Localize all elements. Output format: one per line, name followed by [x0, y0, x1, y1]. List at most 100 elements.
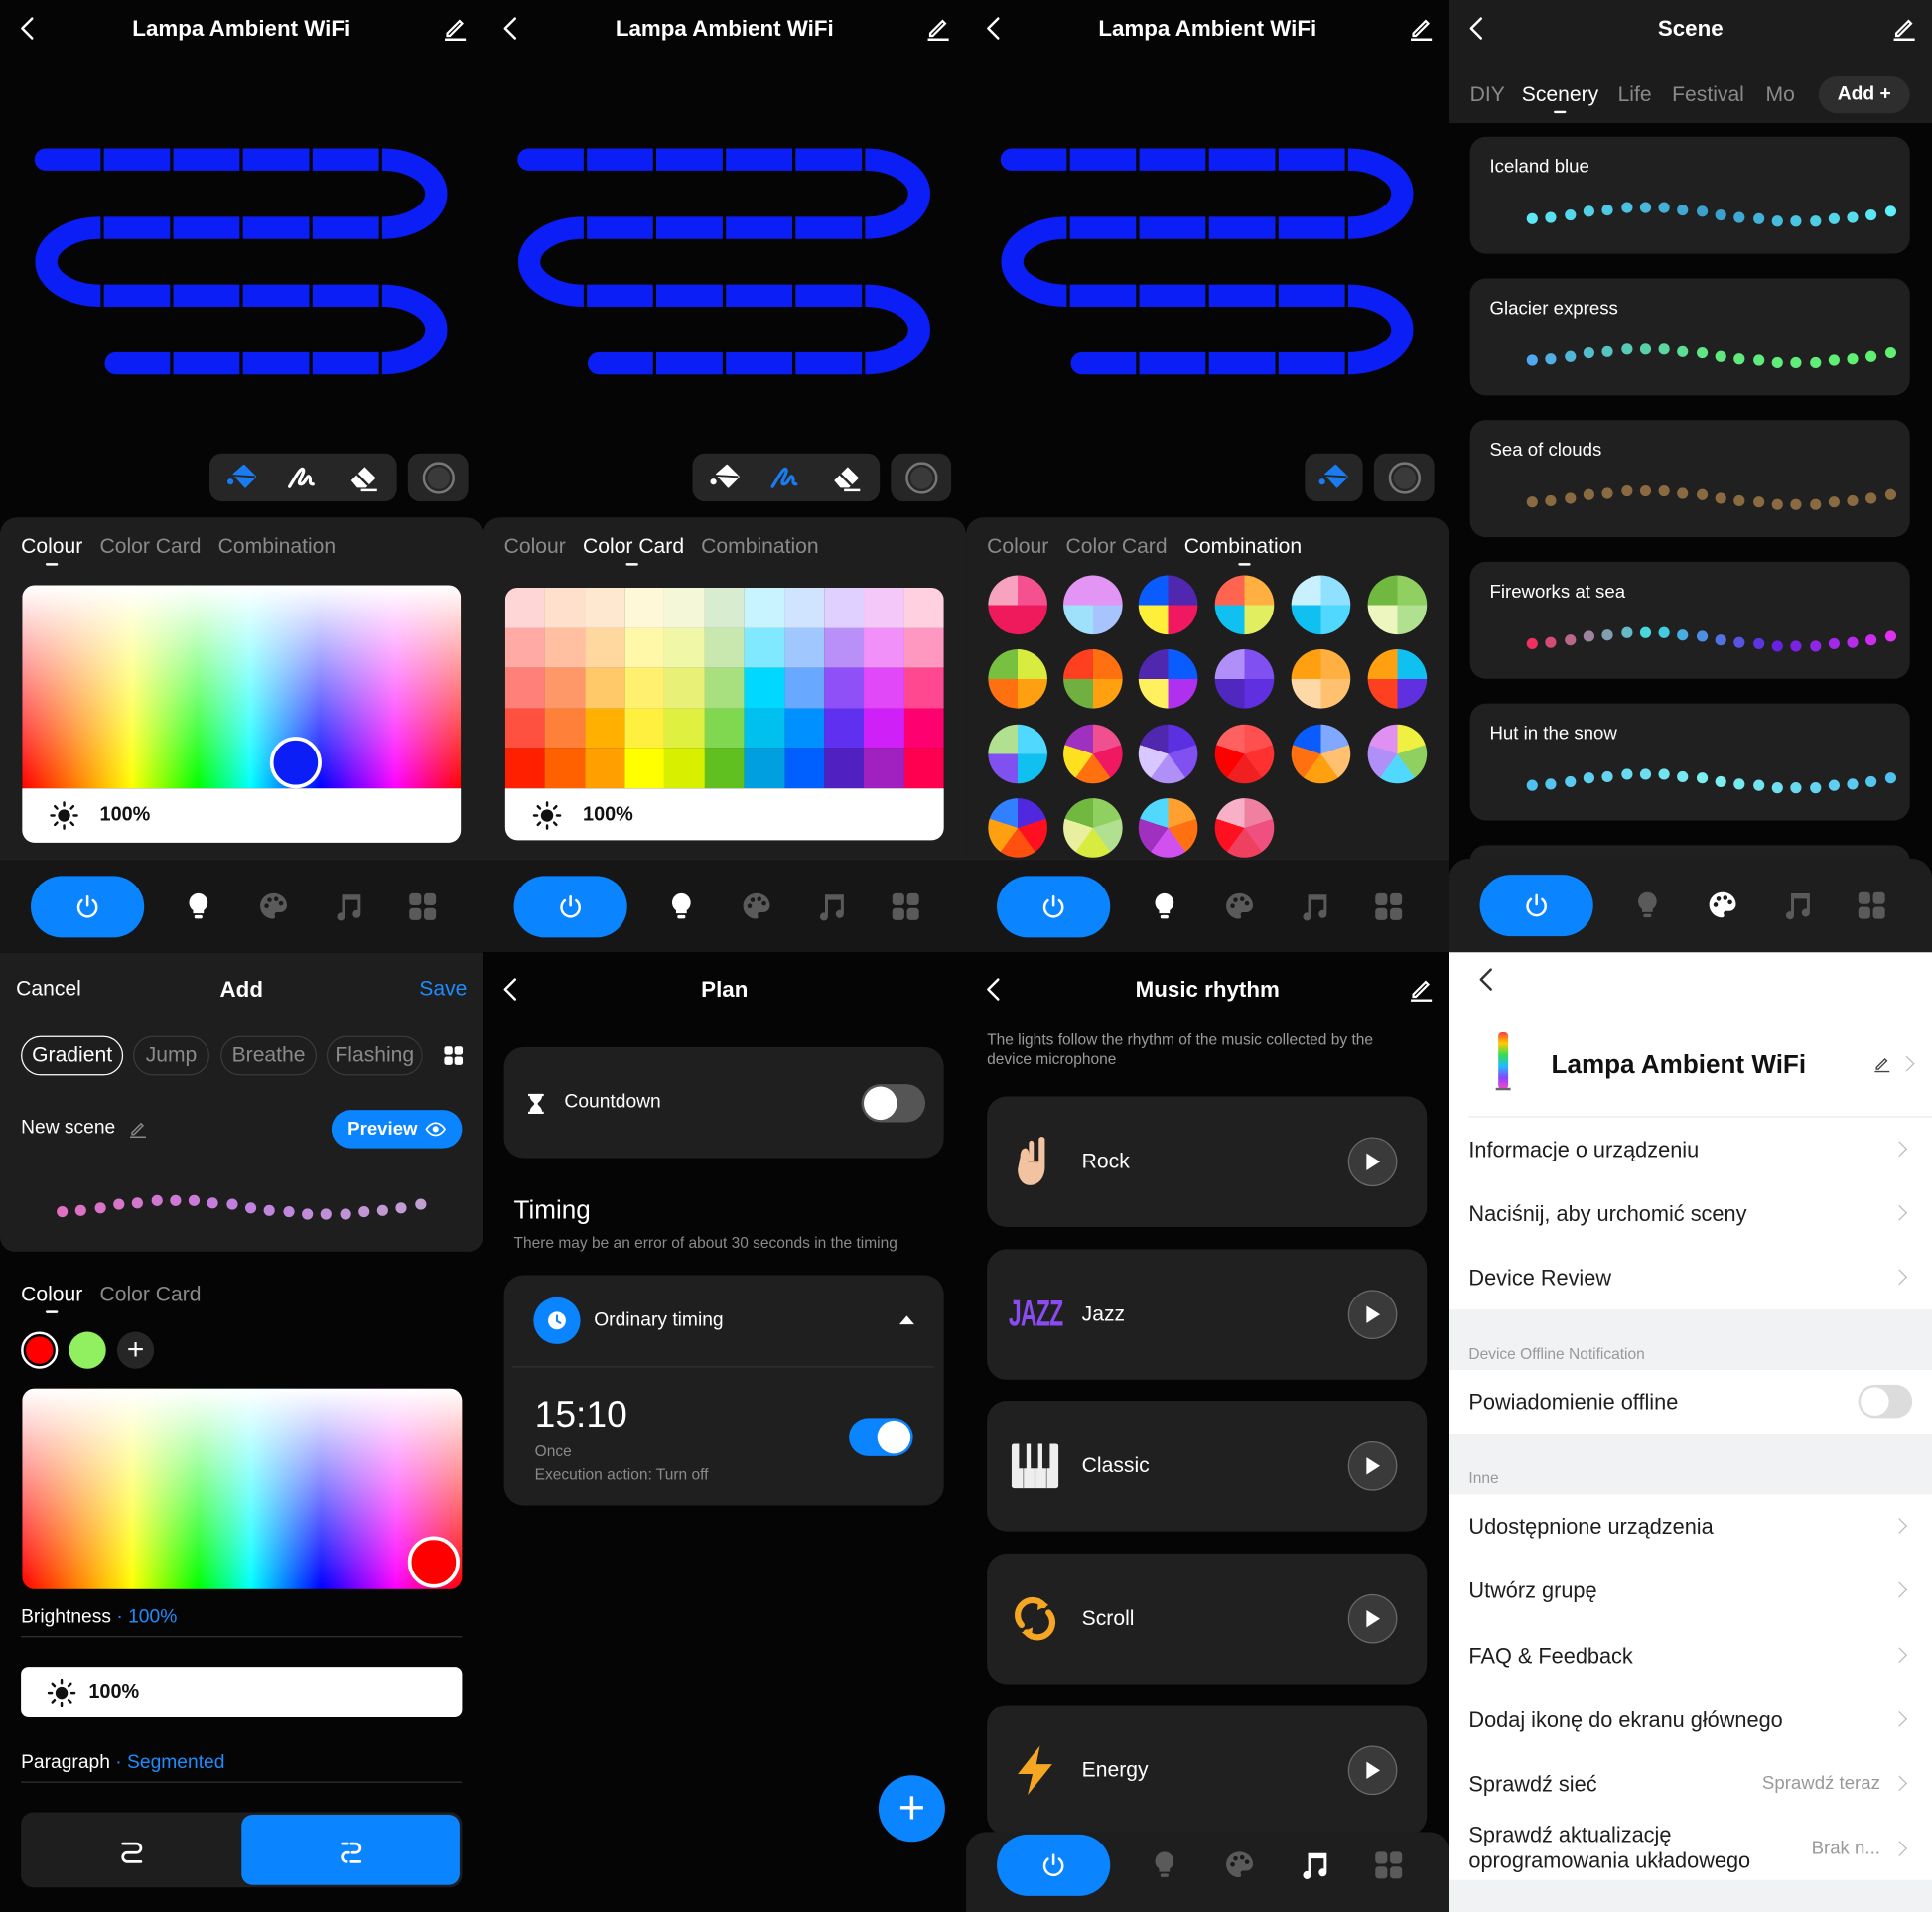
tab-scenery[interactable]: Scenery	[1521, 82, 1599, 106]
color-card-swatch[interactable]	[545, 587, 586, 628]
record-button[interactable]	[1373, 453, 1435, 502]
back-icon[interactable]	[1476, 966, 1496, 993]
power-button[interactable]	[997, 876, 1111, 938]
color-card-swatch[interactable]	[624, 627, 665, 668]
tab-colour[interactable]: Colour	[21, 534, 83, 559]
paint-bucket-tool-button[interactable]	[225, 461, 260, 495]
settings-row[interactable]: Utwórz grupę	[1449, 1559, 1932, 1623]
color-card-swatch[interactable]	[545, 708, 586, 749]
power-button[interactable]	[997, 1834, 1111, 1896]
tab-colour[interactable]: Colour	[987, 534, 1049, 559]
color-card-swatch[interactable]	[744, 748, 784, 789]
color-card-swatch[interactable]	[704, 627, 745, 668]
color-card-swatch[interactable]	[664, 748, 705, 789]
tab-colour[interactable]: Colour	[503, 534, 566, 559]
color-combination[interactable]	[1063, 649, 1123, 709]
paint-bucket-tool-button[interactable]	[1317, 461, 1352, 495]
color-combination[interactable]	[1138, 724, 1198, 784]
brightness-slider[interactable]: 100%	[21, 1667, 463, 1717]
settings-row[interactable]: FAQ & Feedback	[1449, 1623, 1932, 1688]
light-strip[interactable]	[517, 148, 930, 375]
color-card-swatch[interactable]	[624, 587, 665, 628]
collapse-caret-icon[interactable]	[899, 1315, 914, 1325]
play-button[interactable]	[1347, 1137, 1398, 1187]
mode-chip-flashing[interactable]: Flashing	[326, 1035, 423, 1076]
color-combination[interactable]	[1214, 724, 1275, 784]
scene-card[interactable]: Hut in the snow	[1469, 703, 1910, 821]
back-icon[interactable]	[1466, 15, 1486, 42]
nav-grid-button[interactable]	[884, 885, 928, 929]
brush-tool-button[interactable]	[286, 461, 321, 495]
light-strip-layout[interactable]	[966, 0, 1449, 419]
color-card-swatch[interactable]	[504, 667, 546, 709]
back-icon[interactable]	[500, 976, 520, 1003]
settings-row[interactable]: Sprawdź sieć Sprawdź teraz	[1449, 1752, 1932, 1817]
color-combination[interactable]	[988, 575, 1047, 635]
scene-card[interactable]: Sea of clouds	[1469, 420, 1910, 538]
color-card-swatch[interactable]	[664, 627, 705, 668]
color-card-swatch[interactable]	[903, 587, 944, 628]
nav-music-button[interactable]	[1293, 1844, 1337, 1888]
color-combination[interactable]	[1138, 575, 1198, 635]
add-scene-button[interactable]: Add +	[1818, 75, 1910, 114]
color-card-swatch[interactable]	[864, 587, 904, 628]
music-mode-card[interactable]: Scroll	[987, 1553, 1428, 1684]
settings-row[interactable]: Sprawdź aktualizację oprogramowania ukła…	[1449, 1817, 1932, 1881]
power-button[interactable]	[1479, 875, 1593, 937]
color-card-swatch[interactable]	[624, 667, 665, 709]
color-card-swatch[interactable]	[744, 627, 784, 668]
color-card-swatch[interactable]	[864, 627, 904, 668]
color-combination[interactable]	[1214, 649, 1275, 709]
color-combination[interactable]	[1063, 575, 1123, 635]
color-card-swatch[interactable]	[585, 748, 625, 789]
settings-row[interactable]: Dodaj ikonę do ekranu głównego	[1449, 1688, 1932, 1752]
color-card-swatch[interactable]	[744, 587, 784, 628]
tab-life[interactable]: Life	[1617, 82, 1652, 106]
grid-icon[interactable]	[441, 1043, 466, 1068]
nav-grid-button[interactable]	[1366, 1844, 1411, 1888]
color-combination[interactable]	[1063, 724, 1123, 784]
back-icon[interactable]	[500, 15, 520, 42]
color-card-swatch[interactable]	[504, 748, 546, 789]
color-card-swatch[interactable]	[824, 748, 865, 789]
eraser-tool-button[interactable]	[829, 461, 864, 495]
scene-card[interactable]: Glacier express	[1469, 278, 1910, 396]
nav-bulb-button[interactable]	[1142, 1844, 1186, 1888]
play-button[interactable]	[1347, 1745, 1398, 1796]
color-card-swatch[interactable]	[585, 627, 625, 668]
color-card-swatch[interactable]	[903, 748, 944, 789]
tab-combination[interactable]: Combination	[217, 534, 337, 559]
color-card-swatch[interactable]	[664, 667, 705, 709]
color-card-swatch[interactable]	[783, 667, 825, 709]
edit-name-icon[interactable]	[1870, 1052, 1892, 1074]
nav-palette-button[interactable]	[1217, 1844, 1262, 1888]
color-card-swatch[interactable]	[783, 587, 825, 628]
edit-icon[interactable]	[1889, 14, 1919, 44]
color-combination[interactable]	[988, 798, 1047, 858]
brightness-slider[interactable]: 100%	[22, 788, 462, 843]
edit-icon[interactable]	[1406, 14, 1436, 44]
save-button[interactable]: Save	[419, 977, 468, 1001]
rename-pencil-icon[interactable]	[127, 1118, 149, 1140]
color-card-swatch[interactable]	[504, 587, 546, 628]
brush-tool-button[interactable]	[768, 461, 803, 495]
power-button[interactable]	[513, 876, 627, 938]
color-card-swatch[interactable]	[864, 667, 904, 709]
color-combination[interactable]	[1214, 575, 1275, 635]
color-card-swatch[interactable]	[585, 587, 625, 628]
light-strip[interactable]	[34, 148, 448, 375]
color-card-swatch[interactable]	[903, 708, 944, 749]
color-combination[interactable]	[1367, 575, 1428, 635]
power-button[interactable]	[31, 876, 145, 938]
color-card-swatch[interactable]	[545, 667, 586, 709]
tab-combination[interactable]: Combination	[1183, 534, 1303, 559]
color-card-swatch[interactable]	[504, 627, 546, 668]
color-card-swatch[interactable]	[783, 708, 825, 749]
nav-music-button[interactable]	[1293, 885, 1337, 929]
tab-colour[interactable]: Colour	[21, 1282, 83, 1306]
nav-grid-button[interactable]	[1850, 884, 1894, 928]
picker-handle[interactable]	[269, 737, 322, 789]
offline-toggle[interactable]	[1858, 1384, 1913, 1419]
nav-bulb-button[interactable]	[659, 885, 704, 929]
countdown-toggle[interactable]	[861, 1084, 926, 1123]
